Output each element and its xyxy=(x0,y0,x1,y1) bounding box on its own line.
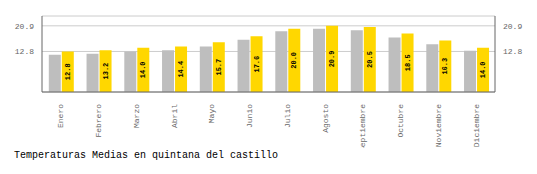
svg-text:Noviembre: Noviembre xyxy=(434,104,443,147)
svg-text:14.0: 14.0 xyxy=(139,61,147,78)
svg-text:20.5: 20.5 xyxy=(366,51,374,68)
html-text:Temperaturas Medias en quintan: Temperaturas Medias en quintana del cast… xyxy=(14,150,278,161)
svg-text:15.7: 15.7 xyxy=(215,59,223,76)
svg-text:20.0: 20.0 xyxy=(290,52,298,69)
svg-text:Junio: Junio xyxy=(245,104,254,128)
svg-text:Agosto: Agosto xyxy=(321,104,330,133)
svg-text:16.3: 16.3 xyxy=(441,58,449,75)
svg-text:20.9: 20.9 xyxy=(15,22,34,31)
svg-text:14.0: 14.0 xyxy=(479,61,487,78)
svg-text:Septiembre: Septiembre xyxy=(358,104,367,148)
svg-text:20.9: 20.9 xyxy=(328,51,336,68)
svg-text:Octubre: Octubre xyxy=(396,104,405,138)
svg-text:14.4: 14.4 xyxy=(177,61,185,78)
svg-text:Enero: Enero xyxy=(56,104,65,128)
svg-text:12.8: 12.8 xyxy=(503,47,522,56)
svg-text:20.9: 20.9 xyxy=(503,22,522,31)
svg-text:13.2: 13.2 xyxy=(102,63,110,80)
svg-text:Mayo: Mayo xyxy=(207,104,216,123)
svg-text:18.5: 18.5 xyxy=(404,54,412,71)
svg-text:17.6: 17.6 xyxy=(253,56,261,73)
svg-text:Diciembre: Diciembre xyxy=(472,104,481,147)
svg-text:Abril: Abril xyxy=(170,104,179,128)
svg-text:Julio: Julio xyxy=(283,104,292,128)
svg-text:12.8: 12.8 xyxy=(64,63,72,80)
svg-text:12.8: 12.8 xyxy=(15,47,34,56)
svg-text:Marzo: Marzo xyxy=(132,104,141,128)
svg-text:Febrero: Febrero xyxy=(94,104,103,138)
